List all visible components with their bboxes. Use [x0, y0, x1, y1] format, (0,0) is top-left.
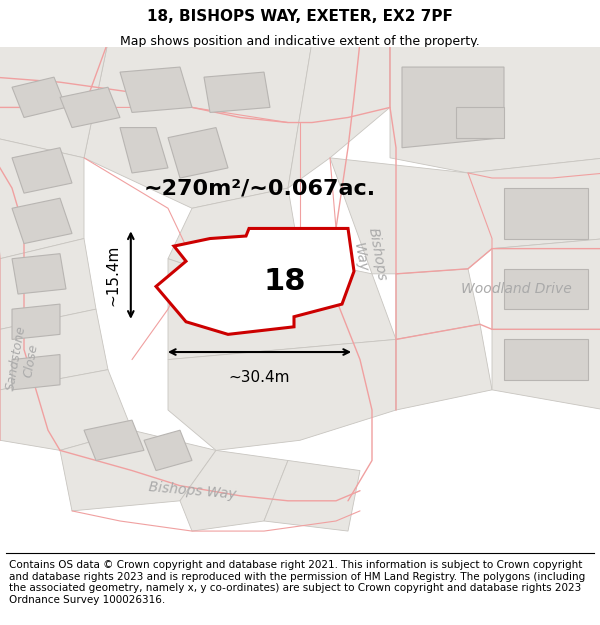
Polygon shape — [168, 259, 396, 359]
Polygon shape — [396, 324, 492, 410]
Polygon shape — [12, 198, 72, 244]
Polygon shape — [288, 42, 390, 188]
Polygon shape — [168, 339, 396, 451]
Polygon shape — [168, 127, 228, 178]
Polygon shape — [84, 42, 312, 208]
Polygon shape — [0, 309, 108, 390]
Polygon shape — [12, 148, 72, 193]
Polygon shape — [60, 430, 216, 511]
Polygon shape — [156, 229, 354, 334]
Polygon shape — [144, 430, 192, 471]
Polygon shape — [504, 339, 588, 380]
Polygon shape — [396, 269, 480, 339]
Polygon shape — [456, 107, 504, 138]
Polygon shape — [264, 461, 360, 531]
Polygon shape — [120, 67, 192, 112]
Polygon shape — [12, 354, 60, 390]
Polygon shape — [0, 138, 84, 259]
Polygon shape — [204, 72, 270, 112]
Text: Woodland Drive: Woodland Drive — [461, 282, 571, 296]
Polygon shape — [0, 239, 96, 329]
Polygon shape — [120, 127, 168, 173]
Text: Map shows position and indicative extent of the property.: Map shows position and indicative extent… — [120, 35, 480, 48]
Polygon shape — [504, 269, 588, 309]
Polygon shape — [12, 304, 60, 339]
Text: ~270m²/~0.067ac.: ~270m²/~0.067ac. — [144, 178, 376, 198]
Polygon shape — [492, 239, 600, 329]
Text: ~30.4m: ~30.4m — [229, 369, 290, 384]
Text: 18: 18 — [264, 267, 306, 296]
Text: ~15.4m: ~15.4m — [105, 244, 120, 306]
Polygon shape — [402, 67, 504, 148]
Polygon shape — [84, 420, 144, 461]
Polygon shape — [12, 77, 66, 118]
Text: Bishops Way: Bishops Way — [148, 480, 236, 501]
Text: Contains OS data © Crown copyright and database right 2021. This information is : Contains OS data © Crown copyright and d… — [9, 560, 585, 605]
Polygon shape — [60, 88, 120, 128]
Polygon shape — [0, 42, 108, 158]
Text: Bishops
Way: Bishops Way — [349, 227, 389, 286]
Polygon shape — [330, 158, 600, 274]
Polygon shape — [390, 42, 600, 173]
Text: 18, BISHOPS WAY, EXETER, EX2 7PF: 18, BISHOPS WAY, EXETER, EX2 7PF — [147, 9, 453, 24]
Polygon shape — [492, 329, 600, 410]
Polygon shape — [180, 451, 288, 531]
Text: Sandstone
Close: Sandstone Close — [4, 325, 44, 394]
Polygon shape — [168, 188, 300, 279]
Polygon shape — [0, 369, 132, 451]
Polygon shape — [504, 188, 588, 239]
Polygon shape — [12, 254, 66, 294]
